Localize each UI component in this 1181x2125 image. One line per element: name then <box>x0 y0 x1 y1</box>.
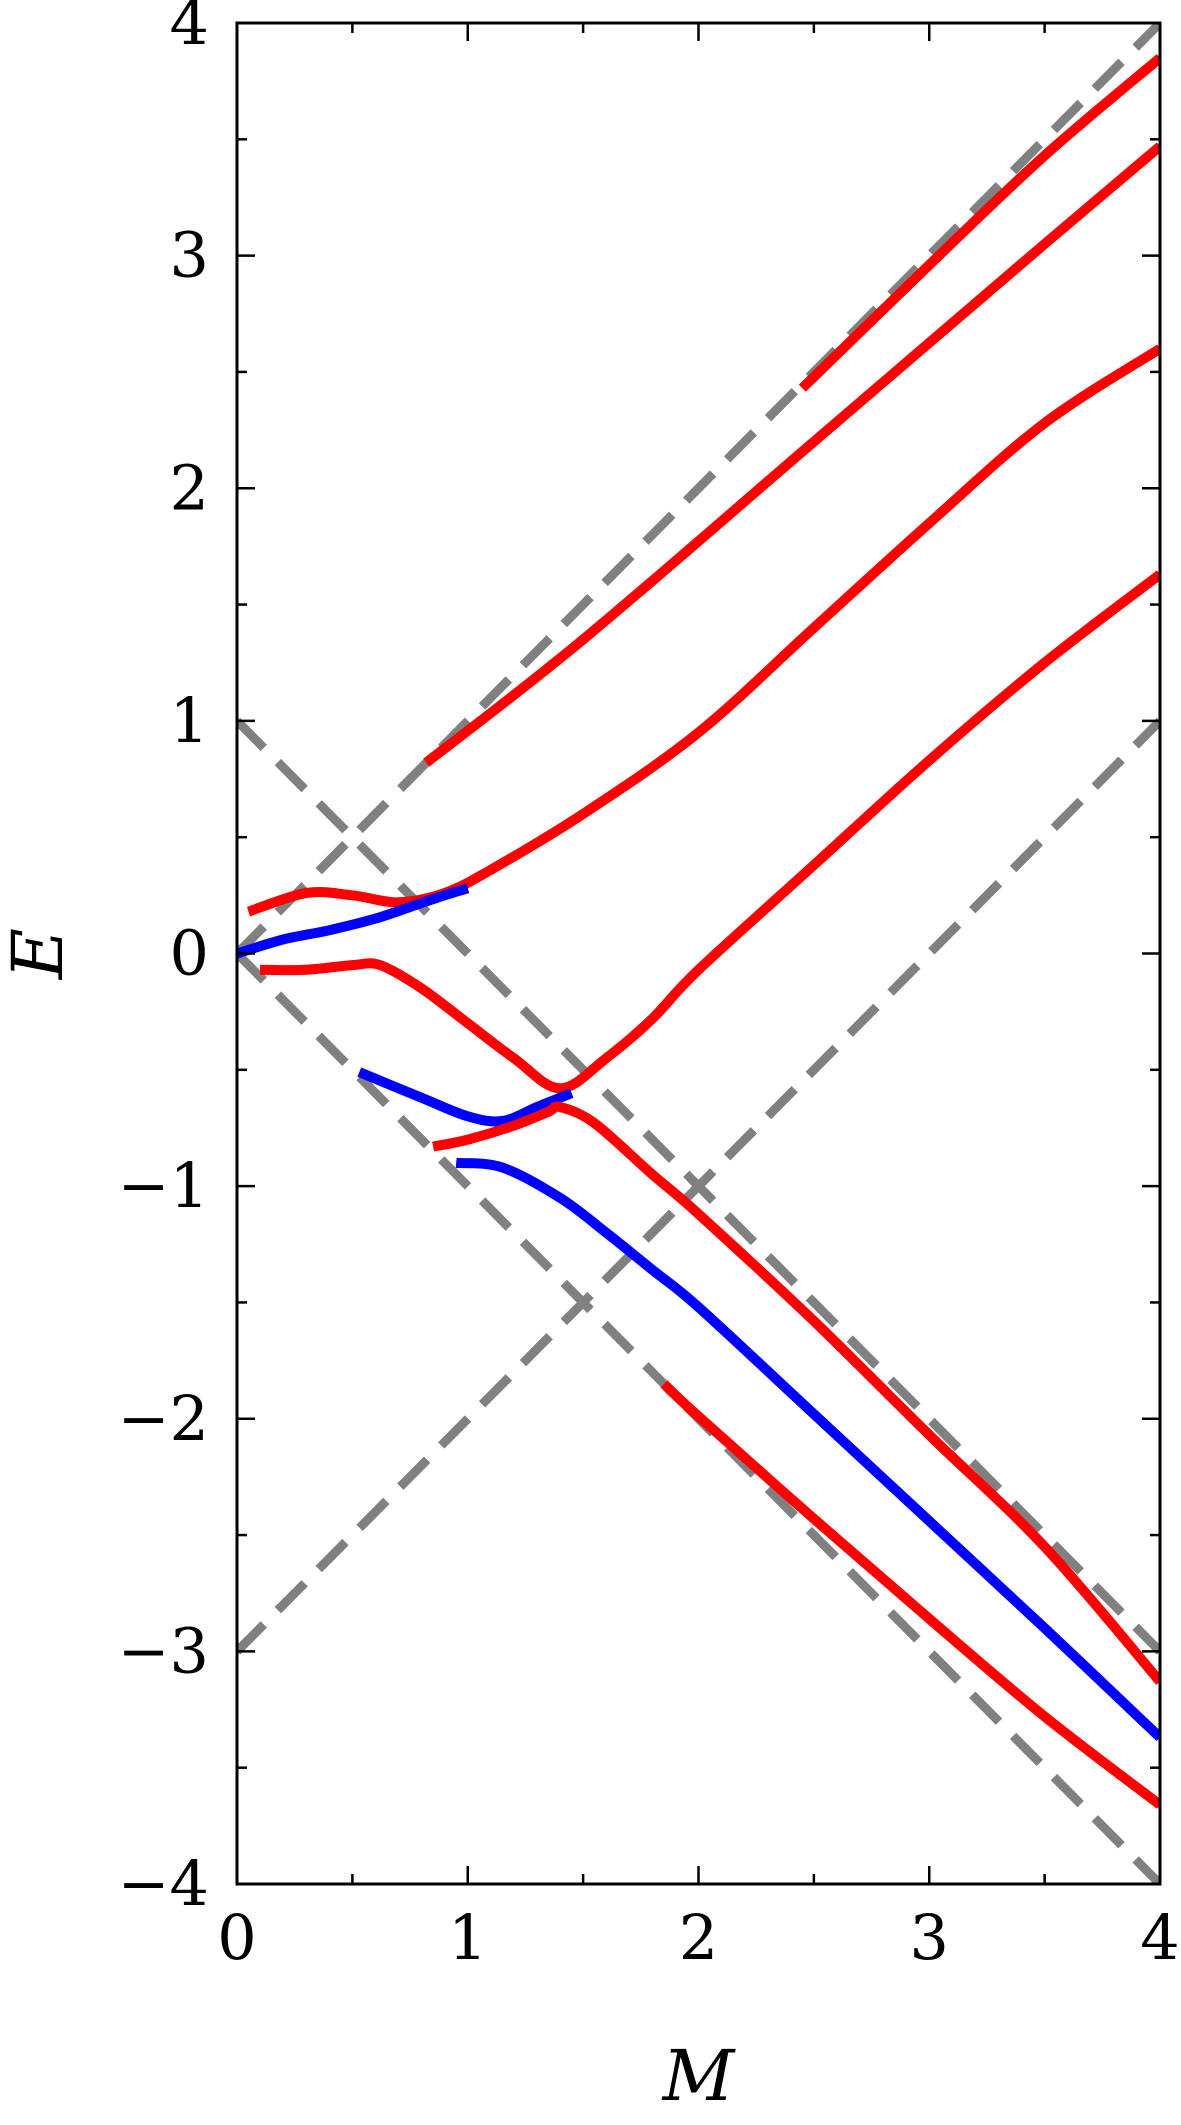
y-tick-label: 0 <box>170 917 209 990</box>
x-tick-labels: 0 1 2 3 4 <box>217 1901 1179 1974</box>
series-line-9-red <box>660 1380 1160 1809</box>
x-tick-label: 3 <box>910 1901 949 1974</box>
series-line-3-red <box>246 344 1160 917</box>
guide-line-4 <box>237 717 1160 1655</box>
series-line-1-red <box>423 142 1160 767</box>
y-tick-label: −4 <box>118 1847 209 1920</box>
y-tick-label: 2 <box>170 451 209 524</box>
y-tick-label: 3 <box>170 219 209 292</box>
x-tick-label: 4 <box>1140 1901 1179 1974</box>
x-tick-label: 2 <box>679 1901 718 1974</box>
series-line-6-blue <box>357 1067 574 1127</box>
plot-frame <box>235 21 1162 1886</box>
x-axis-label: M <box>661 2035 737 2117</box>
y-tick-label: −1 <box>118 1149 209 1222</box>
data-series <box>237 54 1160 1809</box>
series-line-7-red <box>432 1101 1160 1685</box>
series-line-8-blue <box>455 1157 1160 1742</box>
y-tick-label: −3 <box>118 1614 209 1687</box>
x-tick-label: 0 <box>217 1901 256 1974</box>
series-line-5-red <box>260 570 1160 1094</box>
guide-line-1 <box>237 23 1160 957</box>
y-tick-label: 1 <box>170 684 209 757</box>
y-axis-label: E <box>0 928 79 981</box>
series-line-2-red <box>798 54 1160 392</box>
y-tick-label: −2 <box>118 1382 209 1455</box>
series-line-4-blue <box>237 883 470 959</box>
x-tick-label: 1 <box>448 1901 487 1974</box>
y-tick-labels: 4 3 2 1 0 −1 −2 −3 −4 <box>118 0 209 1920</box>
y-tick-label: 4 <box>170 0 209 59</box>
